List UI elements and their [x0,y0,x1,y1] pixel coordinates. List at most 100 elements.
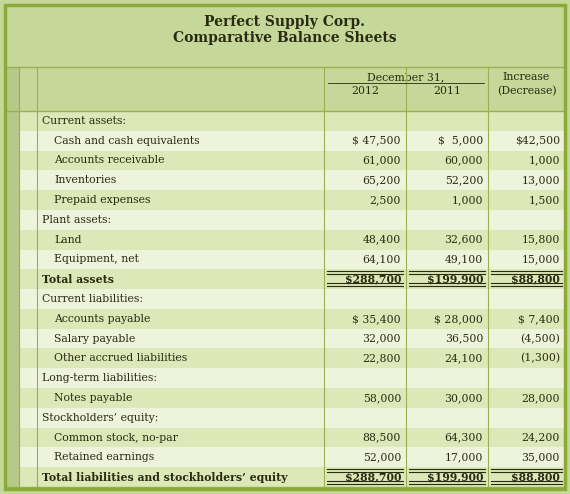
Text: 1,000: 1,000 [451,195,483,205]
Text: 1,000: 1,000 [528,156,560,165]
Text: Common stock, no-par: Common stock, no-par [54,433,178,443]
Bar [5,309,19,329]
Text: 61,000: 61,000 [363,156,401,165]
Bar [5,368,19,388]
Bar [19,348,37,368]
Bar [5,131,19,151]
Bar [37,111,565,131]
Bar [37,329,565,348]
Bar [5,448,19,467]
Bar [5,329,19,348]
Bar [37,249,565,269]
Bar [19,230,37,249]
Bar [5,348,19,368]
Bar [19,448,37,467]
Text: $88,800: $88,800 [511,472,560,483]
Text: Long-term liabilities:: Long-term liabilities: [42,373,157,383]
Text: 35,000: 35,000 [522,453,560,462]
Text: $199,900: $199,900 [426,274,483,285]
Text: Current liabilities:: Current liabilities: [42,294,143,304]
Bar [5,388,19,408]
Text: Total assets: Total assets [42,274,114,285]
Bar [37,190,565,210]
Text: 22,800: 22,800 [363,353,401,364]
Bar [19,131,37,151]
Bar [19,269,37,289]
Text: 64,100: 64,100 [363,254,401,264]
Bar [19,309,37,329]
Bar [5,269,19,289]
Text: $ 35,400: $ 35,400 [352,314,401,324]
Text: 24,100: 24,100 [445,353,483,364]
Bar [5,111,19,131]
Text: Plant assets:: Plant assets: [42,215,111,225]
Bar [5,170,19,190]
Bar [37,467,565,487]
Bar [5,249,19,269]
Bar [37,289,565,309]
Text: $ 7,400: $ 7,400 [518,314,560,324]
Text: 2011: 2011 [433,86,461,96]
Bar [37,309,565,329]
Text: Comparative Balance Sheets: Comparative Balance Sheets [173,31,397,45]
Bar [19,329,37,348]
Text: $288,700: $288,700 [344,274,401,285]
Bar [19,190,37,210]
Text: 28,000: 28,000 [522,393,560,403]
Text: $  5,000: $ 5,000 [438,136,483,146]
Text: Equipment, net: Equipment, net [54,254,139,264]
Text: 13,000: 13,000 [522,175,560,185]
Bar [5,67,565,487]
Bar [5,230,19,249]
Bar [37,131,565,151]
Text: Perfect Supply Corp.: Perfect Supply Corp. [205,15,365,29]
Bar [5,428,19,448]
Text: Current assets:: Current assets: [42,116,126,126]
Text: 88,500: 88,500 [363,433,401,443]
Text: $ 28,000: $ 28,000 [434,314,483,324]
Bar [19,111,37,131]
Text: $42,500: $42,500 [515,136,560,146]
Text: 32,000: 32,000 [363,333,401,344]
Bar [5,67,565,111]
Bar [37,269,565,289]
Text: 1,500: 1,500 [528,195,560,205]
Text: (1,300): (1,300) [520,353,560,364]
Text: 15,800: 15,800 [522,235,560,245]
Text: Prepaid expenses: Prepaid expenses [54,195,150,205]
Bar [19,408,37,428]
Bar [5,467,19,487]
Bar [37,368,565,388]
Text: $ 47,500: $ 47,500 [352,136,401,146]
Bar [37,348,565,368]
Bar [5,67,19,111]
Bar [37,230,565,249]
Bar [37,448,565,467]
Text: Other accrued liabilities: Other accrued liabilities [54,353,188,364]
Bar [5,190,19,210]
Text: Accounts receivable: Accounts receivable [54,156,165,165]
Text: 60,000: 60,000 [445,156,483,165]
Bar [19,170,37,190]
Text: 15,000: 15,000 [522,254,560,264]
Text: December 31,: December 31, [367,72,445,82]
Text: 52,000: 52,000 [363,453,401,462]
Bar [5,210,19,230]
Text: $88,800: $88,800 [511,274,560,285]
Bar [37,151,565,170]
Text: Retained earnings: Retained earnings [54,453,154,462]
Text: 2,500: 2,500 [369,195,401,205]
Bar [5,151,19,170]
Text: 17,000: 17,000 [445,453,483,462]
Bar [19,151,37,170]
Bar [37,428,565,448]
Text: Increase: Increase [503,72,550,82]
Text: (Decrease): (Decrease) [496,86,556,96]
Bar [19,388,37,408]
Text: Accounts payable: Accounts payable [54,314,150,324]
Text: 32,600: 32,600 [445,235,483,245]
Bar [37,210,565,230]
Text: 52,200: 52,200 [445,175,483,185]
Text: Cash and cash equivalents: Cash and cash equivalents [54,136,200,146]
Bar [19,368,37,388]
